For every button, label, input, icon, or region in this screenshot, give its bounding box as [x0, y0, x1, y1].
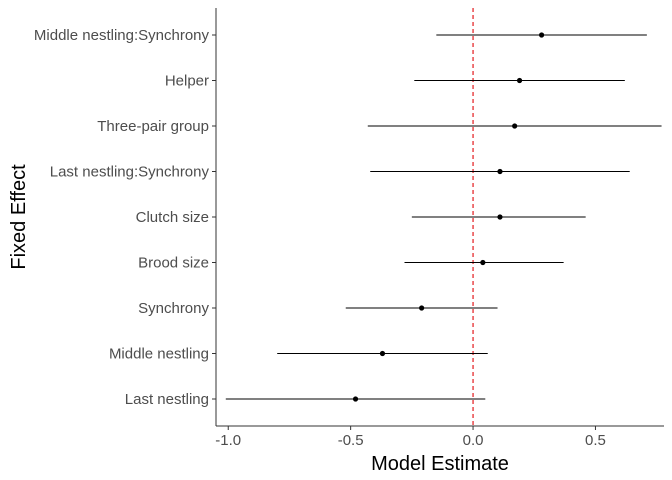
estimate-point [512, 123, 518, 129]
y-tick-layer: Middle nestling:Synchrony Helper Three-pai… [34, 27, 216, 408]
estimate-point [497, 214, 503, 220]
estimate-point [352, 396, 359, 402]
y-tick-label: Clutch size [136, 209, 209, 226]
y-tick-label: Middle nestling [109, 346, 209, 363]
estimate-point [538, 32, 545, 38]
y-tick-label: Three-pair group [97, 118, 209, 135]
y-axis-title: Fixed Effect [8, 164, 30, 270]
x-axis-title: Model Estimate [371, 453, 509, 475]
estimate-marks-layer [225, 32, 662, 402]
estimate-point [379, 350, 386, 357]
x-tick-label: 0.0 [463, 432, 484, 449]
y-tick-label: Synchrony [138, 300, 209, 317]
y-tick-label: Last nestling:Synchrony [50, 164, 210, 181]
y-tick-label: Brood size [138, 255, 209, 272]
x-tick-label: -0.5 [338, 432, 364, 449]
x-tick-label: 0.5 [585, 432, 606, 449]
y-tick-label: Helper [165, 73, 209, 90]
estimate-point [419, 305, 425, 311]
x-tick-layer: -1.0 -0.5 0.0 0.5 [215, 426, 606, 449]
y-tick-label: Last nestling [125, 391, 209, 408]
y-tick-label: Middle nestling:Synchrony [34, 27, 210, 44]
x-tick-label: -1.0 [215, 432, 241, 449]
estimate-point [497, 168, 503, 175]
estimate-point [480, 259, 486, 266]
estimate-point [516, 77, 523, 84]
